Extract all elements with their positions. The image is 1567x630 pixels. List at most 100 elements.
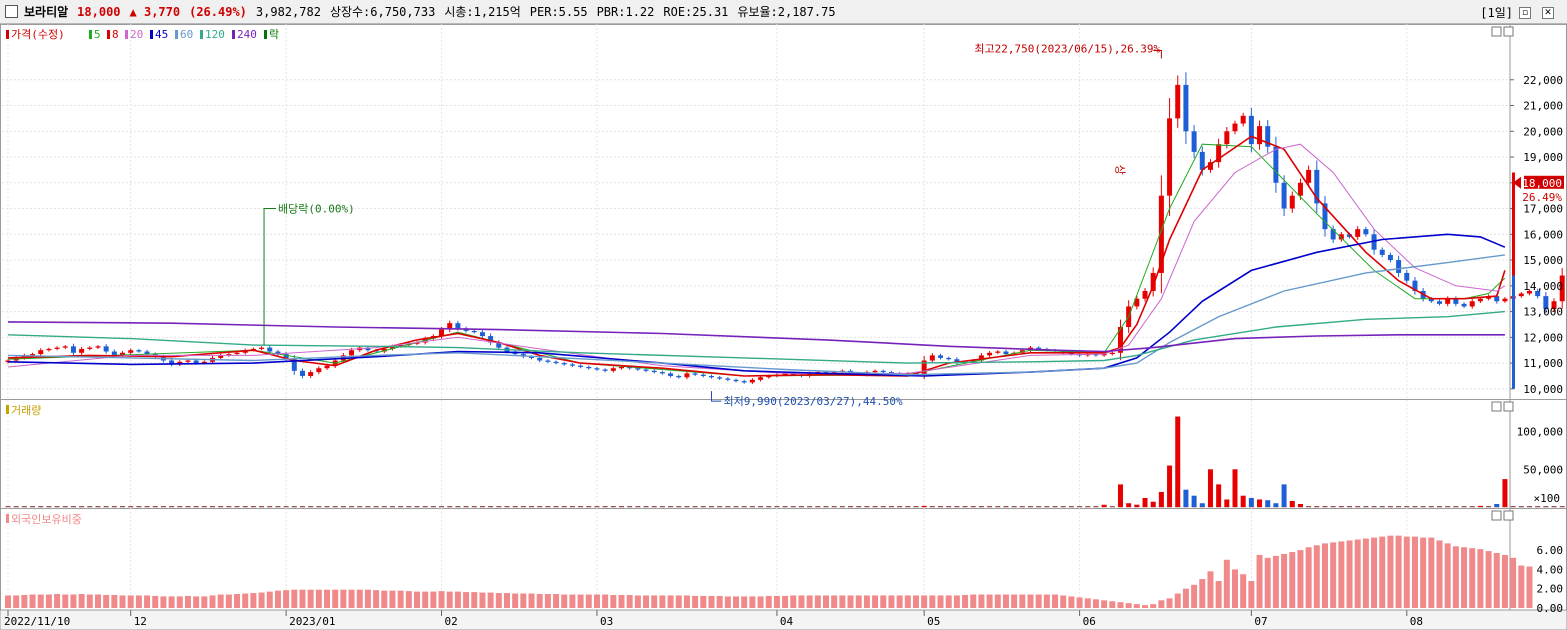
candle-body: [708, 375, 714, 378]
candle-body: [995, 351, 1001, 353]
volume-bar-small: [406, 506, 412, 508]
price-tick-label: 14,000: [1523, 280, 1563, 293]
candle-body: [619, 366, 624, 369]
volume-bar-small: [602, 506, 608, 508]
candle-body: [1207, 162, 1213, 170]
candle-body: [1232, 123, 1238, 132]
candle-body: [938, 355, 944, 358]
volume-tick-label: 50,000: [1523, 463, 1563, 476]
foreign-bar: [978, 594, 985, 608]
x-tick-label: 12: [134, 615, 147, 628]
candle-body: [1526, 290, 1532, 294]
foreign-bar: [741, 596, 748, 608]
foreign-bar: [364, 589, 371, 608]
legend-label-0: 가격(수정): [11, 28, 65, 41]
candle-body: [651, 370, 657, 373]
candle-body: [479, 332, 485, 337]
foreign-bar: [1248, 580, 1255, 608]
volume-bar-small: [880, 506, 886, 508]
foreign-bar: [471, 592, 478, 608]
foreign-bar: [904, 595, 911, 608]
candle-body: [692, 373, 698, 375]
candle-body: [267, 347, 273, 352]
volume-bar-small: [234, 506, 240, 508]
candle-body: [1559, 275, 1565, 302]
volume-bar-small: [790, 506, 796, 508]
volume-bar: [1240, 495, 1246, 507]
volume-bar-small: [1551, 506, 1557, 508]
candle-body: [103, 346, 109, 352]
volume-bar: [1289, 500, 1295, 507]
volume-bar-small: [1379, 506, 1385, 508]
candle-body: [70, 346, 76, 353]
foreign-bar: [1510, 557, 1517, 608]
volume-bar-small: [1486, 506, 1492, 508]
foreign-bar: [1428, 537, 1435, 608]
volume-bar-small: [586, 506, 592, 508]
candle-body: [365, 347, 371, 351]
volume-bar-small: [766, 506, 772, 508]
volume-bar-small: [87, 506, 93, 508]
volume-bar-small: [430, 506, 436, 508]
candle-body: [1428, 298, 1434, 302]
volume-bar-small: [749, 506, 755, 508]
candle-body: [790, 373, 796, 375]
volume-bar-small: [128, 506, 134, 508]
foreign-bar: [1362, 538, 1369, 608]
candle-body: [553, 361, 559, 364]
candle-body: [594, 368, 600, 370]
volume-bar-small: [349, 506, 355, 508]
candle-body: [1216, 144, 1222, 163]
volume-bar-small: [169, 506, 175, 508]
candle-body: [144, 351, 150, 355]
foreign-bar: [1133, 604, 1140, 608]
chart-area[interactable]: 가격(수정) 5 8 20 45 60 120 240 락 최고22,750(2023/06/1…: [0, 24, 1567, 630]
price-tick-label: 11,000: [1523, 357, 1563, 370]
foreign-bar: [414, 591, 420, 608]
volume-bar-small: [708, 506, 714, 508]
stock-checkbox[interactable]: [5, 5, 18, 18]
volume-bar-small: [414, 506, 420, 508]
price-change: ▲ 3,770: [129, 4, 181, 19]
volume-bar-small: [1052, 506, 1058, 508]
volume-bar-small: [447, 506, 453, 508]
foreign-bar: [5, 595, 11, 608]
legend-swatch: [232, 30, 235, 39]
foreign-bar: [1084, 598, 1091, 608]
price-tick-label: 22,000: [1523, 74, 1563, 87]
panel-restore-icon: [1491, 510, 1502, 521]
foreign-bar: [651, 595, 658, 608]
volume-bar-small: [864, 506, 870, 508]
volume-bar-small: [561, 506, 567, 508]
volume-bar-small: [365, 506, 371, 508]
candle-body: [1322, 203, 1328, 230]
legend-label-2: 8: [112, 28, 119, 41]
close-icon[interactable]: ✕: [1542, 6, 1554, 19]
foreign-bar: [152, 595, 159, 608]
foreign-bar: [1338, 541, 1345, 608]
foreign-bar: [503, 593, 510, 608]
candle-body: [1412, 280, 1418, 291]
volume-bar-small: [1461, 506, 1467, 508]
foreign-tick-label: 2.00: [1537, 583, 1564, 596]
volume-bar-small: [504, 506, 510, 508]
volume-bar: [1158, 491, 1164, 507]
legend-swatch: [107, 30, 110, 39]
volume-bar-small: [455, 506, 461, 508]
volume-bar-small: [954, 506, 960, 508]
panel-close-icon: [1503, 510, 1514, 521]
restore-icon[interactable]: ▫: [1519, 6, 1531, 19]
price-tick-label: 10,000: [1523, 383, 1563, 396]
candle-body: [1437, 301, 1442, 304]
volume-bar-small: [193, 506, 199, 508]
panel-restore-icon: [1491, 26, 1502, 37]
volume-bar: [1207, 469, 1213, 507]
ma-240-line: [7, 321, 1505, 353]
candle-body: [766, 375, 772, 378]
foreign-bar: [1256, 554, 1263, 608]
period-selector[interactable]: [1일]: [1480, 6, 1513, 20]
candlesticks: [5, 72, 1565, 385]
foreign-bar: [454, 591, 461, 608]
foreign-bar: [144, 595, 151, 608]
low-annotation: 최저9,990(2023/03/27),44.50%: [723, 395, 903, 408]
